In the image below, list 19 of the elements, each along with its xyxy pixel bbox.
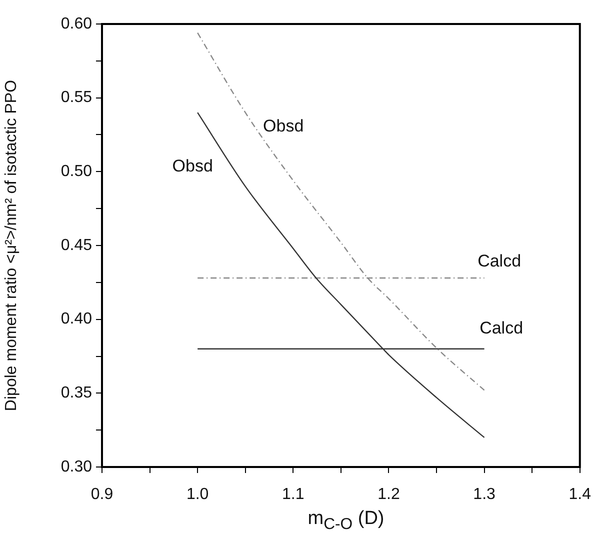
y-tick-label: 0.55 bbox=[60, 89, 92, 106]
x-tick-label: 0.9 bbox=[90, 486, 114, 504]
series-label: Calcd bbox=[480, 318, 524, 338]
x-axis-title: m$_{C-O}$ (D) bbox=[306, 508, 386, 534]
series-label: Obsd bbox=[172, 156, 213, 176]
y-tick-label: 0.35 bbox=[60, 384, 92, 402]
series-label: Calcd bbox=[478, 252, 522, 271]
y-tick-label: 0.60 bbox=[60, 15, 92, 32]
y-tick-label: 0.50 bbox=[60, 163, 92, 180]
x-tick-label: 1.0 bbox=[186, 486, 209, 504]
x-tick-label: 1.1 bbox=[282, 486, 304, 504]
series-label: Obsd bbox=[263, 116, 304, 136]
y-tick-label: 0.30 bbox=[60, 458, 92, 476]
y-axis-title: Dipole moment ratio <μ²>/nm² of isotactic PPO bbox=[3, 80, 20, 412]
x-tick-label: 1.4 bbox=[568, 486, 592, 504]
x-tick-label: 1.3 bbox=[473, 486, 496, 504]
y-tick-label: 0.40 bbox=[60, 310, 92, 328]
x-tick-label: 1.2 bbox=[378, 486, 400, 504]
y-tick-label: 0.45 bbox=[60, 236, 92, 254]
